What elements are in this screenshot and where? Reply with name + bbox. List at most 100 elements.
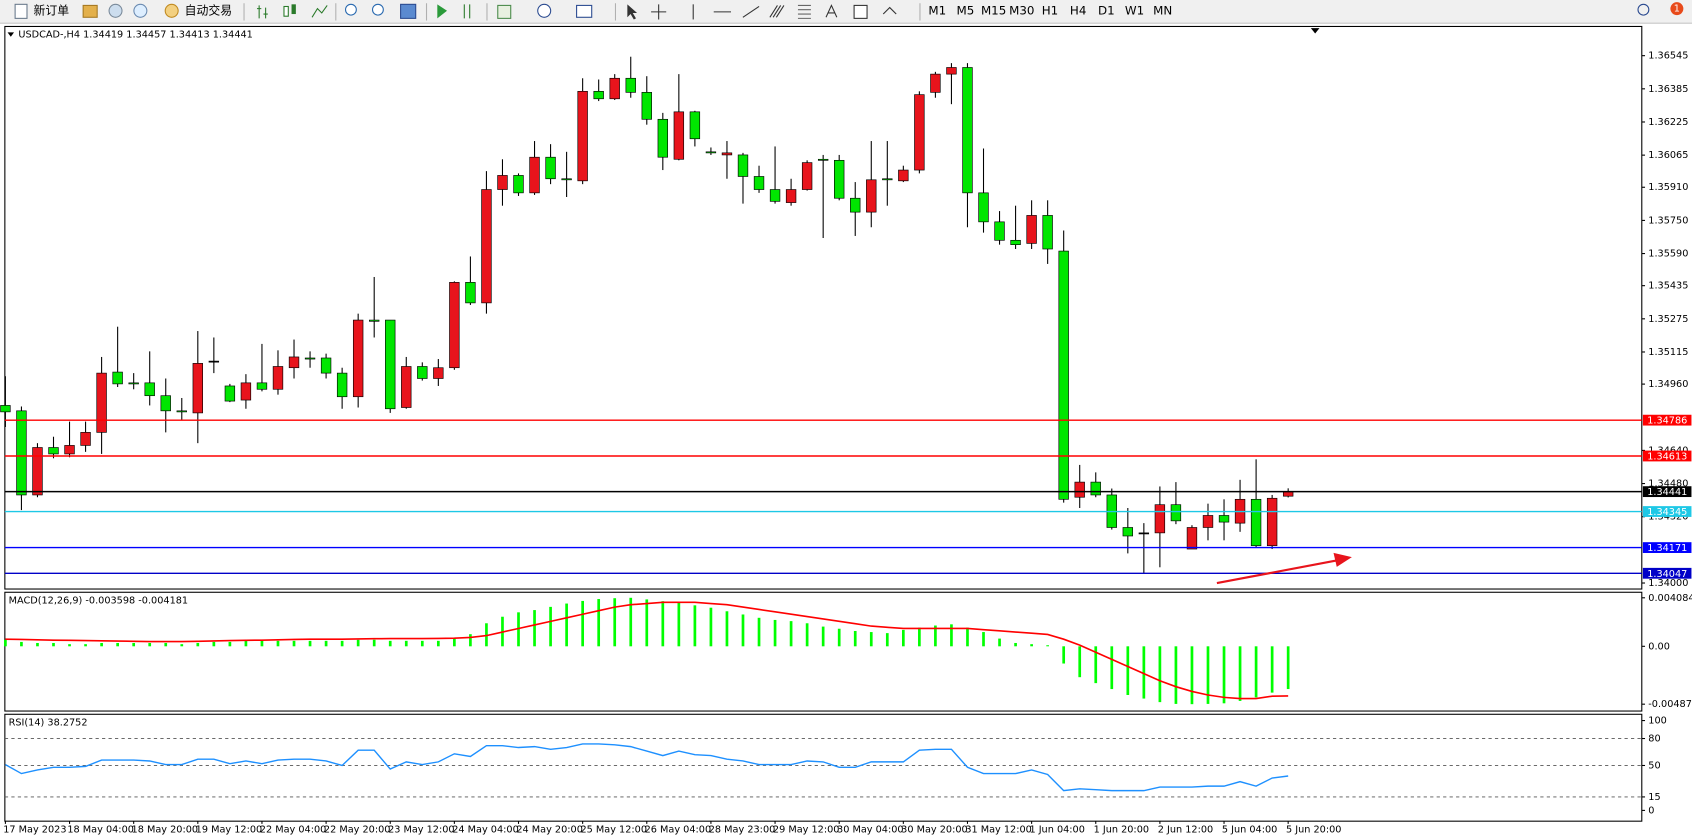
price-level-tag: [1642, 450, 1692, 462]
y-tick-label: 1.35910: [1648, 182, 1688, 193]
candle-body: [529, 156, 540, 194]
channel-tool[interactable]: [769, 5, 785, 18]
x-tick-label: 30 May 20:00: [901, 824, 968, 835]
price-level-label: 1.34047: [1647, 569, 1687, 580]
toolbar-icon[interactable]: [108, 3, 123, 18]
zoom-out-icon[interactable]: [371, 3, 384, 16]
panel-title: RSI(14) 38.2752: [9, 717, 88, 728]
cursor-tool[interactable]: [627, 4, 638, 20]
price-level-tag: [1642, 486, 1692, 498]
y-tick-label: 1.36225: [1648, 117, 1688, 128]
new-order-button[interactable]: 新订单: [33, 3, 69, 17]
candle-body: [48, 447, 59, 455]
new-order-icon[interactable]: [14, 3, 28, 19]
search-icon[interactable]: [1637, 3, 1650, 16]
candle-body: [625, 77, 636, 93]
x-tick-label: 5 Jun 20:00: [1286, 824, 1341, 835]
panel-title: MACD(12,26,9) -0.003598 -0.004181: [9, 595, 188, 606]
candle-body: [737, 154, 749, 177]
y-tick-label: 1.36065: [1648, 150, 1688, 161]
candle-body: [256, 382, 268, 390]
autoscroll-icon[interactable]: [437, 4, 448, 19]
periods-icon[interactable]: [537, 3, 552, 18]
candle-body: [1186, 527, 1198, 550]
timeframe-button[interactable]: D1: [1098, 3, 1115, 17]
y-tick-label: 1.36385: [1648, 84, 1688, 95]
candle-body: [96, 372, 107, 433]
candle-icon[interactable]: [291, 4, 296, 15]
plot-layer: 1.36545 1.36385 1.36225 1.36065 1.35910 1.357…: [0, 30, 1692, 835]
candle-body: [769, 189, 781, 202]
candle-body: [882, 178, 893, 181]
y-tick-label: 1.35435: [1648, 281, 1688, 292]
toolbar-icon[interactable]: [82, 4, 98, 18]
candle-body: [946, 67, 957, 75]
candle-body: [1122, 527, 1134, 537]
symbol-menu-arrow[interactable]: [7, 32, 15, 37]
x-tick-label: 18 May 04:00: [67, 824, 134, 835]
notification-count: 1: [1674, 4, 1680, 15]
candle-body: [16, 410, 27, 496]
candle-body: [497, 175, 508, 190]
timeframe-button[interactable]: MN: [1153, 3, 1172, 17]
price-level-tag: [1642, 567, 1692, 579]
crosshair-tool[interactable]: [651, 4, 667, 20]
indicators-icon[interactable]: [497, 4, 512, 19]
x-tick-label: 25 May 12:00: [580, 824, 647, 835]
candle-body: [352, 319, 364, 398]
main-panel-frame: [4, 25, 1643, 590]
timeframe-button[interactable]: H1: [1042, 3, 1058, 17]
candle-body: [481, 189, 492, 304]
label-tool[interactable]: [853, 4, 868, 19]
arrow-annotation: [1216, 552, 1352, 585]
templates-icon[interactable]: [576, 4, 593, 18]
y-tick-label: 100: [1648, 716, 1667, 727]
candle-body: [449, 282, 460, 369]
fibo-tool[interactable]: [797, 4, 811, 19]
candle-body: [401, 366, 412, 408]
candle-body: [657, 118, 668, 158]
toolbar-bg: [0, 0, 1692, 24]
y-tick-label: 0: [1648, 805, 1654, 816]
price-level-tag: [1642, 414, 1692, 426]
text-tool[interactable]: [825, 4, 838, 18]
timeframe-button[interactable]: M1: [928, 3, 946, 17]
price-level-tag: [1642, 542, 1692, 553]
timeframe-button[interactable]: H4: [1070, 3, 1086, 17]
zoom-in-icon[interactable]: [344, 3, 357, 16]
chart-frames: [4, 25, 1643, 822]
candle-body: [705, 151, 717, 154]
auto-trading-button[interactable]: 自动交易: [185, 3, 232, 17]
y-tick-label: 1.35275: [1648, 314, 1688, 325]
candle-icon[interactable]: [283, 5, 289, 17]
trendline-tool[interactable]: [742, 6, 760, 18]
timeframe-button[interactable]: M15: [981, 3, 1006, 17]
panel-title: USDCAD-,H4 1.34419 1.34457 1.34413 1.344…: [18, 30, 253, 41]
candle-body: [385, 319, 396, 410]
tile-icon[interactable]: [400, 3, 417, 19]
notification-badge[interactable]: [1670, 2, 1684, 16]
toolbar-icon[interactable]: [133, 3, 148, 18]
timeframe-button[interactable]: W1: [1125, 3, 1144, 17]
timeframe-button[interactable]: M30: [1009, 3, 1034, 17]
x-tick-label: 31 May 12:00: [965, 824, 1032, 835]
macd-panel-frame: [4, 591, 1643, 712]
price-level-label: 1.34441: [1647, 487, 1687, 498]
chart-shift-icon[interactable]: [463, 4, 471, 19]
candle-body: [1266, 497, 1278, 547]
candle-body: [1154, 504, 1166, 534]
bar-chart-icon[interactable]: [256, 5, 268, 19]
candle-body: [1026, 215, 1037, 244]
candle-body: [609, 77, 620, 100]
arrows-tool[interactable]: [882, 6, 897, 15]
x-tick-label: 2 Jun 12:00: [1158, 824, 1213, 835]
auto-trading-icon[interactable]: [164, 3, 179, 18]
x-tick-label: 22 May 04:00: [260, 824, 327, 835]
x-tick-label: 1 Jun 20:00: [1094, 824, 1149, 835]
candle-body: [0, 405, 11, 413]
toolbar: 新订单 自动交易 M1 M5 M15 M30 H1 H4 D1 W1 MN: [0, 0, 1692, 24]
line-chart-icon[interactable]: [311, 5, 328, 18]
timeframe-button[interactable]: M5: [957, 3, 975, 17]
chart-shift-marker: [1310, 28, 1320, 34]
